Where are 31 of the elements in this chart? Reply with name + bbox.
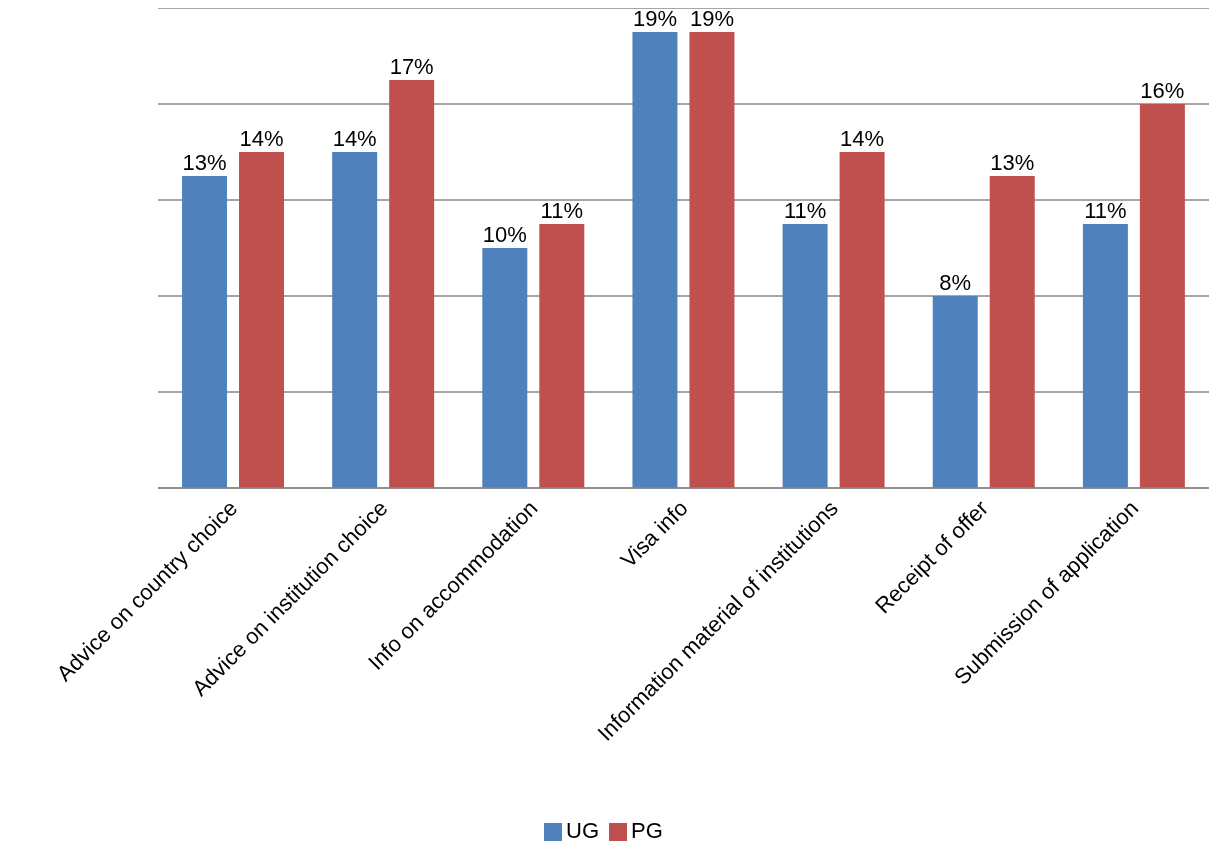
bar <box>182 176 228 488</box>
bar <box>932 296 978 488</box>
data-label: 11% <box>540 198 584 223</box>
data-label: 10% <box>482 222 527 247</box>
legend-label: UG <box>566 818 600 843</box>
x-tick-label: Visa info <box>615 495 693 573</box>
data-label: 17% <box>389 54 434 79</box>
legend-label: PG <box>631 818 663 843</box>
bar <box>839 152 885 488</box>
bar <box>1139 104 1185 488</box>
data-label: 11% <box>1084 198 1127 223</box>
data-label: 11% <box>783 198 827 223</box>
bar <box>539 224 585 488</box>
bar <box>389 80 435 488</box>
bar <box>632 32 678 488</box>
bar <box>782 224 828 488</box>
bar <box>239 152 285 488</box>
data-label: 14% <box>332 126 377 151</box>
bar <box>332 152 378 488</box>
bar <box>689 32 735 488</box>
bar <box>1082 224 1128 488</box>
data-label: 16% <box>1140 78 1185 103</box>
data-label: 14% <box>840 126 885 151</box>
data-label: 14% <box>239 126 284 151</box>
bar <box>989 176 1035 488</box>
data-label: 19% <box>632 6 677 31</box>
data-label: 13% <box>182 150 227 175</box>
data-label: 19% <box>689 6 734 31</box>
data-label: 8% <box>939 270 972 295</box>
data-label: 13% <box>990 150 1035 175</box>
bar <box>482 248 528 488</box>
